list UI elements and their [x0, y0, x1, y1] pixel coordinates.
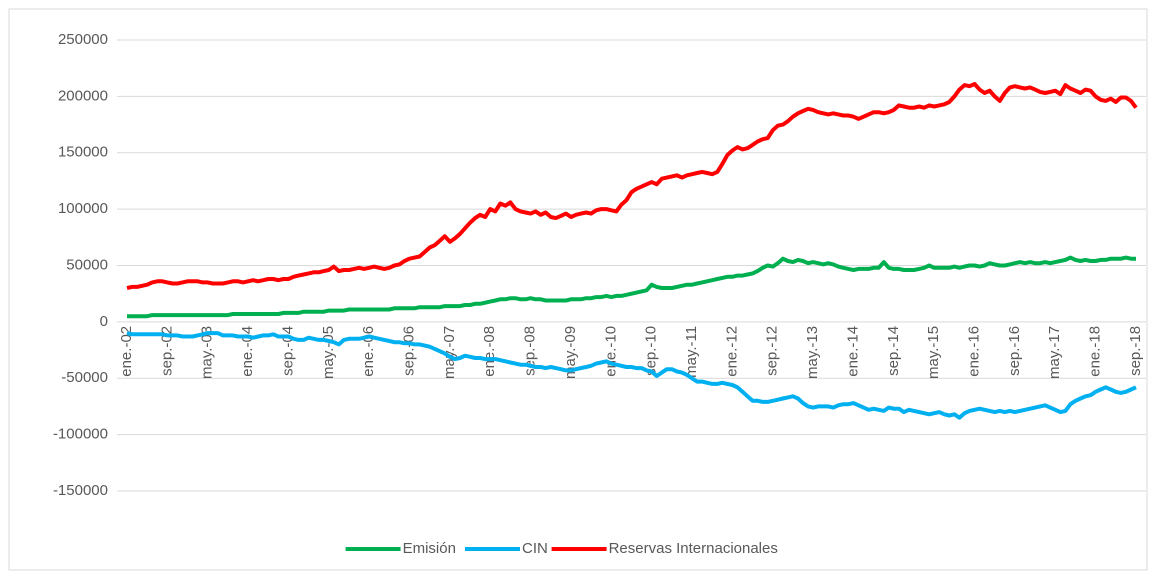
y-tick-label: 200000 [58, 87, 108, 104]
x-tick-label: sep.-02 [158, 326, 175, 376]
y-tick-label: 100000 [58, 200, 108, 217]
x-tick-label: may.-17 [1046, 326, 1063, 379]
chart-border [8, 8, 1148, 571]
x-tick-label: ene.-14 [844, 326, 861, 377]
legend-label: CIN [522, 540, 548, 557]
x-tick-label: ene.-16 [966, 326, 983, 377]
y-tick-label: -100000 [53, 426, 108, 443]
legend-label: Emisión [403, 540, 456, 557]
x-tick-label: sep.-10 [643, 326, 660, 376]
x-tick-label: sep.-12 [764, 326, 781, 376]
y-tick-label: -50000 [61, 369, 108, 386]
y-tick-label: 250000 [58, 31, 108, 48]
x-tick-label: ene.-12 [723, 326, 740, 377]
series-line [127, 255, 1136, 319]
x-tick-label: may.-03 [199, 326, 216, 379]
x-tick-label: sep.-16 [1006, 326, 1023, 376]
x-tick-label: may.-09 [562, 326, 579, 379]
x-tick-label: may.-07 [441, 326, 458, 379]
y-tick-label: 50000 [66, 256, 108, 273]
series-line [126, 331, 1137, 420]
x-tick-label: may.-13 [804, 326, 821, 379]
x-tick-label: may.-05 [320, 326, 337, 379]
legend-label: Reservas Internacionales [609, 540, 778, 557]
y-tick-label: -150000 [53, 482, 108, 499]
x-tick-label: ene.-10 [602, 326, 619, 377]
x-tick-label: sep.-06 [400, 326, 417, 376]
x-tick-label: ene.-04 [239, 326, 256, 377]
y-tick-label: 0 [100, 313, 108, 330]
series-line [126, 82, 1138, 290]
x-tick-label: sep.-18 [1127, 326, 1144, 376]
x-tick-label: sep.-04 [279, 326, 296, 376]
x-tick-label: ene.-06 [360, 326, 377, 377]
x-tick-label: ene.-02 [118, 326, 135, 377]
x-tick-label: ene.-18 [1087, 326, 1104, 377]
y-tick-label: 150000 [58, 144, 108, 161]
x-tick-label: ene.-08 [481, 326, 498, 377]
x-tick-label: may.-15 [925, 326, 942, 379]
x-tick-label: sep.-14 [885, 326, 902, 376]
x-tick-label: may.-11 [683, 326, 700, 378]
